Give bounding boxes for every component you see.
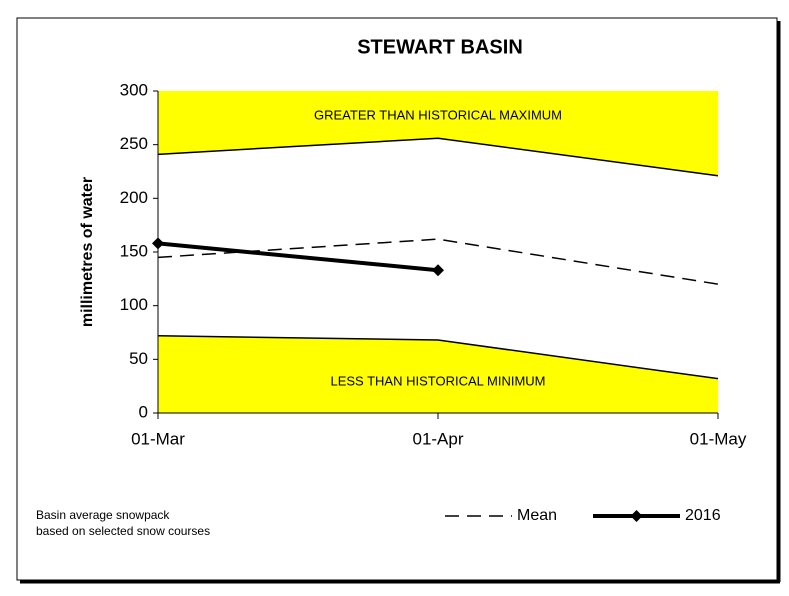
max-band [158,91,718,176]
legend-label: 2016 [685,507,721,524]
legend-marker [630,510,643,522]
legend-label: Mean [517,507,557,524]
footnote: based on selected snow courses [36,524,210,538]
y-tick-label: 300 [120,80,148,99]
annotation: GREATER THAN HISTORICAL MAXIMUM [314,107,562,122]
series-line [157,241,439,273]
marker [152,237,164,250]
limit-line [157,137,719,177]
y-tick-label: 0 [139,402,148,421]
footnote: Basin average snowpack [36,508,170,522]
y-axis-label: millimetres of water [79,177,96,327]
limit-line [157,334,719,380]
x-tick-label: 01-May [690,429,747,448]
y-tick-label: 100 [120,295,148,314]
x-tick-label: 01-Apr [412,429,463,448]
y-tick-label: 200 [120,188,148,207]
y-tick-label: 250 [120,134,148,153]
min-band [158,335,718,413]
annotation: LESS THAN HISTORICAL MINIMUM [330,373,545,388]
marker [432,264,444,277]
y-tick-label: 150 [120,241,148,260]
x-tick-label: 01-Mar [131,429,185,448]
y-tick-label: 50 [129,349,148,368]
chart-title: STEWART BASIN [357,36,523,58]
